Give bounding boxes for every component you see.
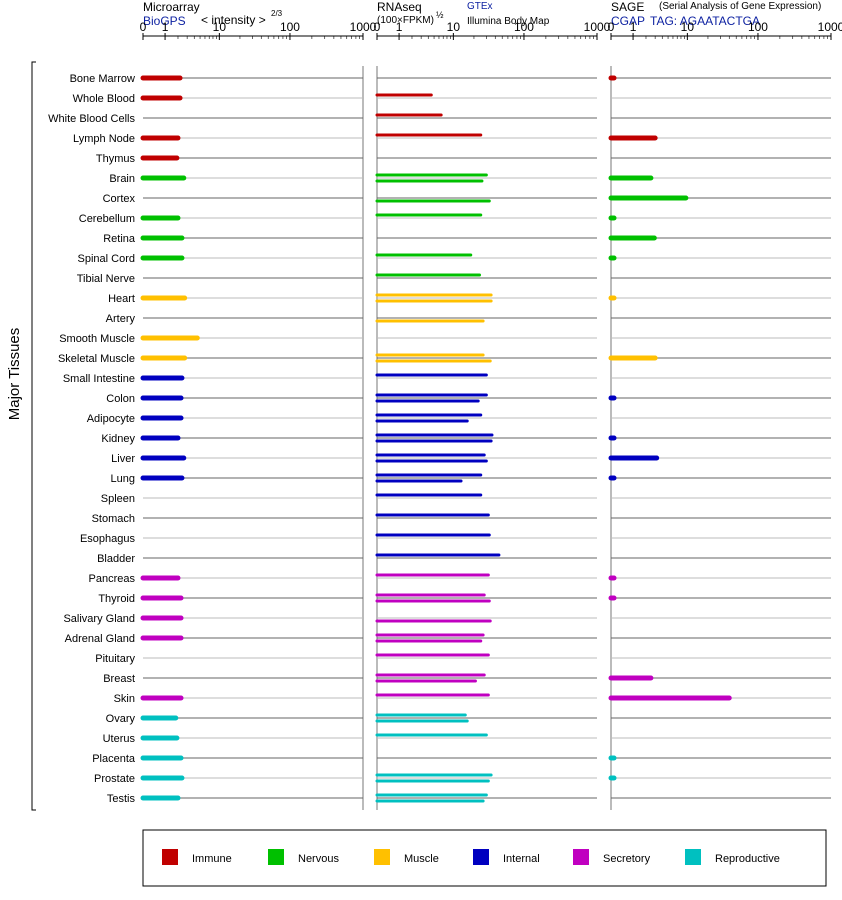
tissue-label: Liver: [111, 453, 135, 465]
tissue-label: Placenta: [92, 753, 136, 765]
tissue-label: Small Intestine: [63, 373, 135, 385]
tissue-label: Thymus: [96, 153, 136, 165]
tissue-label: Pancreas: [89, 573, 136, 585]
tissue-label: Adipocyte: [87, 413, 135, 425]
legend-label-muscle: Muscle: [404, 853, 439, 865]
rnaseq-title: RNAseq: [377, 0, 422, 14]
legend-label-nervous: Nervous: [298, 853, 339, 865]
y-axis-label: Major Tissues: [6, 328, 23, 421]
fpkm-scale-label: (100×FPKM): [377, 15, 434, 26]
sage-title: SAGE: [611, 0, 645, 14]
legend-swatch-immune: [162, 849, 178, 865]
tissue-label: Lymph Node: [73, 133, 135, 145]
tissue-label: Tibial Nerve: [77, 273, 135, 285]
gtex-link[interactable]: GTEx: [467, 1, 493, 12]
sage-tick-label: 1000: [818, 20, 842, 34]
intensity-scale-label: < intensity >: [201, 13, 266, 27]
rnaseq-tick-label: 1: [396, 20, 403, 34]
tissue-label: Adrenal Gland: [65, 633, 135, 645]
legend-box: [142, 829, 827, 887]
tissue-label: Spinal Cord: [78, 253, 135, 265]
tissue-label: Testis: [107, 793, 136, 805]
tissue-label: Thyroid: [98, 593, 135, 605]
sage-tick-label: 1: [630, 20, 637, 34]
sage-subtitle: (Serial Analysis of Gene Expression): [659, 1, 822, 12]
rnaseq-tick-label: 10: [447, 20, 461, 34]
fpkm-scale-exponent: ½: [436, 10, 444, 20]
legend-swatch-nervous: [268, 849, 284, 865]
microarray-title: Microarray: [143, 0, 200, 14]
microarray-tick-label: 100: [280, 20, 300, 34]
tissue-label: Stomach: [92, 513, 135, 525]
tissue-label: Bladder: [97, 553, 135, 565]
legend-label-secretory: Secretory: [603, 853, 651, 865]
legend-swatch-reproductive: [685, 849, 701, 865]
tissue-label: Pituitary: [95, 653, 135, 665]
tissue-label: Bone Marrow: [70, 73, 135, 85]
legend-label-internal: Internal: [503, 853, 540, 865]
tissue-label: Retina: [103, 233, 136, 245]
tissue-label: Skin: [114, 693, 135, 705]
tissue-label: Prostate: [94, 773, 135, 785]
microarray-tick-label: 10: [213, 20, 227, 34]
intensity-scale-exponent: 2/3: [271, 9, 283, 18]
sage-tick-label: 100: [748, 20, 768, 34]
legend-swatch-secretory: [573, 849, 589, 865]
tissue-label: Cerebellum: [79, 213, 135, 225]
rnaseq-tick-label: 1000: [584, 20, 611, 34]
tissue-label: Uterus: [103, 733, 136, 745]
biogps-link[interactable]: BioGPS: [143, 14, 186, 28]
tissue-label: Colon: [106, 393, 135, 405]
microarray-tick-label: 1000: [350, 20, 377, 34]
tissue-label: Artery: [106, 313, 136, 325]
tissue-label: Breast: [103, 673, 135, 685]
tissue-label: Lung: [111, 473, 135, 485]
tissue-label: Whole Blood: [73, 93, 135, 105]
rnaseq-tick-label: 0: [374, 20, 381, 34]
rnaseq-tick-label: 100: [514, 20, 534, 34]
legend-swatch-muscle: [374, 849, 390, 865]
tissue-label: Brain: [109, 173, 135, 185]
tissue-label: Spleen: [101, 493, 135, 505]
microarray-tick-label: 0: [140, 20, 147, 34]
y-axis-bracket: [31, 61, 36, 811]
cgap-link[interactable]: CGAP: [611, 14, 646, 28]
legend-label-reproductive: Reproductive: [715, 853, 780, 865]
tissue-label: Esophagus: [80, 533, 136, 545]
tissue-label: Cortex: [103, 193, 136, 205]
sage-tick-label: 0: [608, 20, 615, 34]
sage-tick-label: 10: [681, 20, 695, 34]
tissue-label: White Blood Cells: [48, 113, 135, 125]
tissue-label: Ovary: [106, 713, 136, 725]
sage-tag-label: TAG: AGAATACTGA: [650, 14, 761, 28]
illumina-body-map-label: Illumina Body Map: [467, 16, 550, 27]
microarray-tick-label: 1: [162, 20, 169, 34]
legend-label-immune: Immune: [192, 853, 232, 865]
tissue-label: Heart: [108, 293, 135, 305]
tissue-label: Skeletal Muscle: [58, 353, 135, 365]
legend-swatch-internal: [473, 849, 489, 865]
tissue-label: Kidney: [101, 433, 135, 445]
tissue-label: Smooth Muscle: [59, 333, 135, 345]
tissue-label: Salivary Gland: [63, 613, 135, 625]
